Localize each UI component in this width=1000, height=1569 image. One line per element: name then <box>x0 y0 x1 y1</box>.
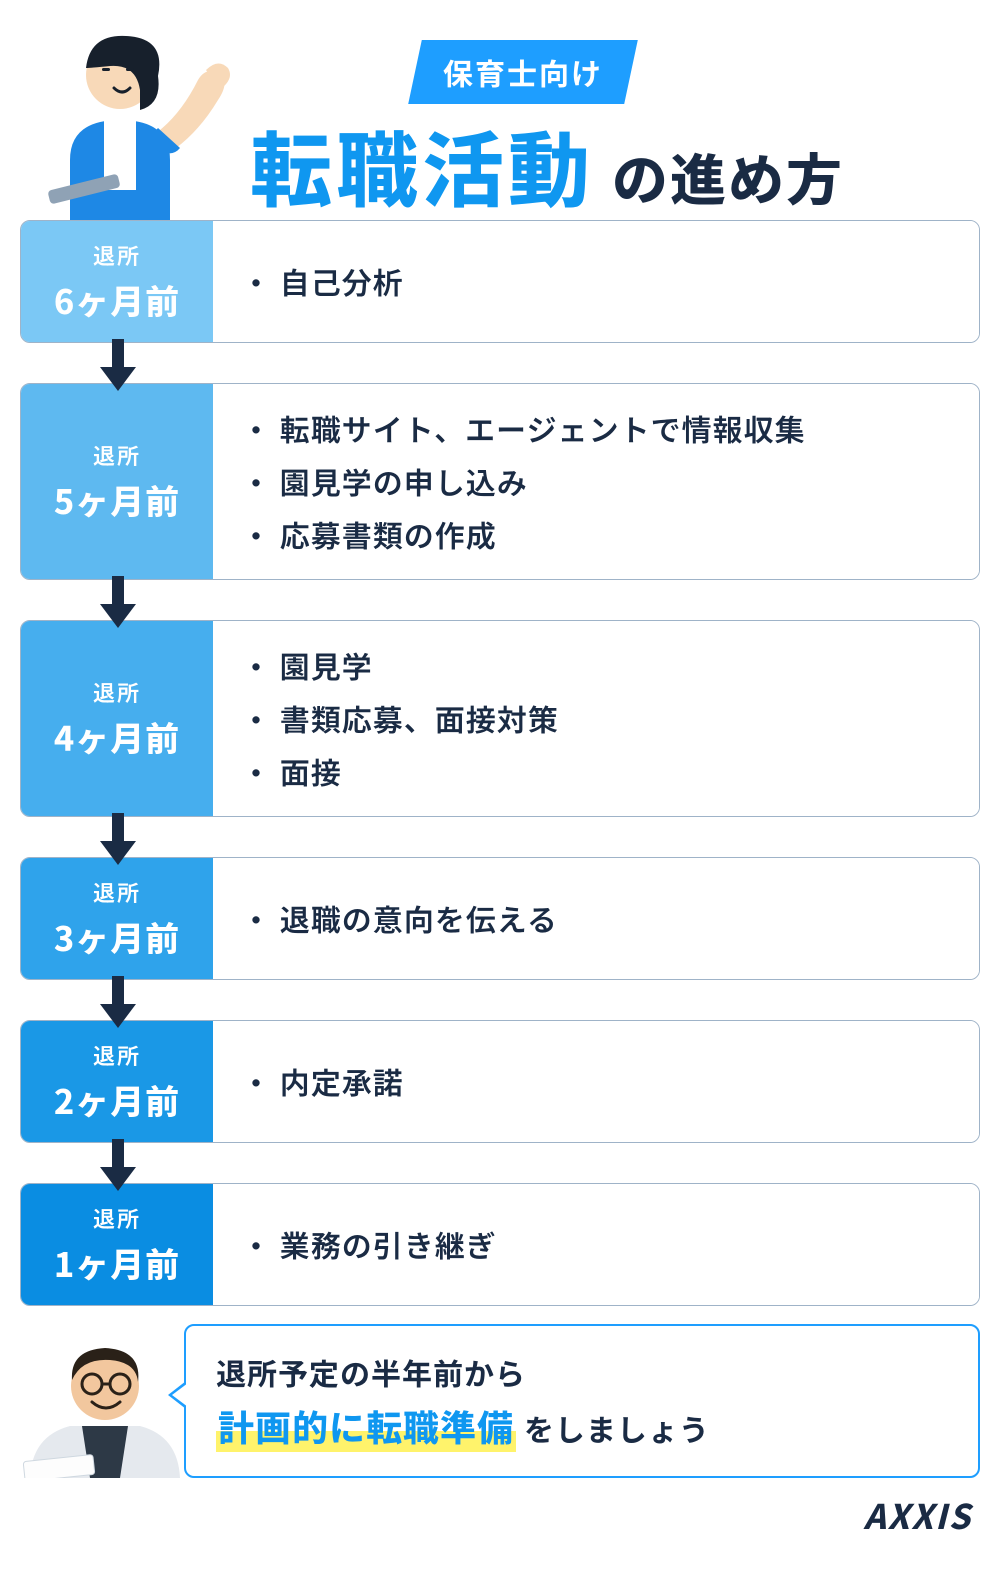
step-row: 退所 1ヶ月前 ・ 業務の引き継ぎ <box>20 1183 980 1306</box>
step-period-prefix: 退所 <box>93 676 141 708</box>
step-row: 退所 3ヶ月前 ・ 退職の意向を伝える <box>20 857 980 980</box>
down-arrow-icon <box>20 976 980 1024</box>
step-row: 退所 6ヶ月前 ・ 自己分析 <box>20 220 980 343</box>
advice-tail: をしましょう <box>516 1406 710 1450</box>
step-task-item: ・ 退職の意向を伝える <box>241 896 951 941</box>
step-period-main: 5ヶ月前 <box>54 475 180 524</box>
step-tasks: ・ 園見学・ 書類応募、面接対策・ 面接 <box>213 621 979 816</box>
down-arrow-icon <box>20 576 980 624</box>
step-period: 退所 5ヶ月前 <box>21 384 213 579</box>
title-main: 転職活動 <box>250 105 594 224</box>
step-tasks: ・ 退職の意向を伝える <box>213 858 979 979</box>
advice-highlight: 計画的に転職準備 <box>216 1400 516 1452</box>
step-tasks: ・ 転職サイト、エージェントで情報収集・ 園見学の申し込み・ 応募書類の作成 <box>213 384 979 579</box>
step-task-item: ・ 書類応募、面接対策 <box>241 696 951 741</box>
audience-badge: 保育士向け <box>408 40 638 104</box>
step-task-item: ・ 面接 <box>241 749 951 794</box>
step-period-main: 2ヶ月前 <box>54 1075 180 1124</box>
step-period-main: 4ヶ月前 <box>54 712 180 761</box>
step-period: 退所 6ヶ月前 <box>21 221 213 342</box>
brand-logo: AXXIS <box>20 1490 980 1539</box>
step-tasks: ・ 内定承諾 <box>213 1021 979 1142</box>
footer: 退所予定の半年前から 計画的に転職準備 をしましょう <box>20 1324 980 1478</box>
step-period-prefix: 退所 <box>93 1039 141 1071</box>
step-period-prefix: 退所 <box>93 239 141 271</box>
step-row: 退所5ヶ月前・ 転職サイト、エージェントで情報収集・ 園見学の申し込み・ 応募書… <box>20 383 980 580</box>
timeline-step: 退所5ヶ月前・ 転職サイト、エージェントで情報収集・ 園見学の申し込み・ 応募書… <box>20 383 980 580</box>
expert-illustration <box>20 1328 190 1478</box>
timeline: 退所6ヶ月前・ 自己分析退所5ヶ月前・ 転職サイト、エージェントで情報収集・ 園… <box>20 220 980 1306</box>
header: 保育士向け 転職活動 の進め方 <box>20 20 980 210</box>
step-tasks: ・ 自己分析 <box>213 221 979 342</box>
step-period-prefix: 退所 <box>93 1202 141 1234</box>
step-period-main: 3ヶ月前 <box>54 912 180 961</box>
timeline-step: 退所 2ヶ月前 ・ 内定承諾 <box>20 1020 980 1143</box>
step-task-item: ・ 内定承諾 <box>241 1059 951 1104</box>
title-row: 転職活動 の進め方 <box>250 105 844 224</box>
timeline-step: 退所 6ヶ月前 ・ 自己分析 <box>20 220 980 343</box>
down-arrow-icon <box>20 813 980 861</box>
timeline-step: 退所4ヶ月前・ 園見学・ 書類応募、面接対策・ 面接 <box>20 620 980 817</box>
advice-line2: 計画的に転職準備 をしましょう <box>216 1400 948 1452</box>
step-period-main: 1ヶ月前 <box>54 1238 180 1287</box>
step-period: 退所 3ヶ月前 <box>21 858 213 979</box>
down-arrow-icon <box>20 339 980 387</box>
timeline-step: 退所 1ヶ月前 ・ 業務の引き継ぎ <box>20 1183 980 1306</box>
advice-line1: 退所予定の半年前から <box>216 1350 948 1394</box>
title-sub: の進め方 <box>612 136 844 217</box>
step-row: 退所 2ヶ月前 ・ 内定承諾 <box>20 1020 980 1143</box>
step-period: 退所 2ヶ月前 <box>21 1021 213 1142</box>
step-period: 退所 1ヶ月前 <box>21 1184 213 1305</box>
timeline-step: 退所 3ヶ月前 ・ 退職の意向を伝える <box>20 857 980 980</box>
step-task-item: ・ 転職サイト、エージェントで情報収集 <box>241 406 951 451</box>
step-period: 退所 4ヶ月前 <box>21 621 213 816</box>
step-period-prefix: 退所 <box>93 439 141 471</box>
step-task-item: ・ 園見学 <box>241 643 951 688</box>
step-period-prefix: 退所 <box>93 876 141 908</box>
step-task-item: ・ 業務の引き継ぎ <box>241 1222 951 1267</box>
step-task-item: ・ 自己分析 <box>241 259 951 304</box>
person-illustration <box>30 20 230 220</box>
down-arrow-icon <box>20 1139 980 1187</box>
step-tasks: ・ 業務の引き継ぎ <box>213 1184 979 1305</box>
step-task-item: ・ 園見学の申し込み <box>241 459 951 504</box>
step-period-main: 6ヶ月前 <box>54 275 180 324</box>
step-task-item: ・ 応募書類の作成 <box>241 512 951 557</box>
step-row: 退所4ヶ月前・ 園見学・ 書類応募、面接対策・ 面接 <box>20 620 980 817</box>
speech-bubble: 退所予定の半年前から 計画的に転職準備 をしましょう <box>184 1324 980 1478</box>
